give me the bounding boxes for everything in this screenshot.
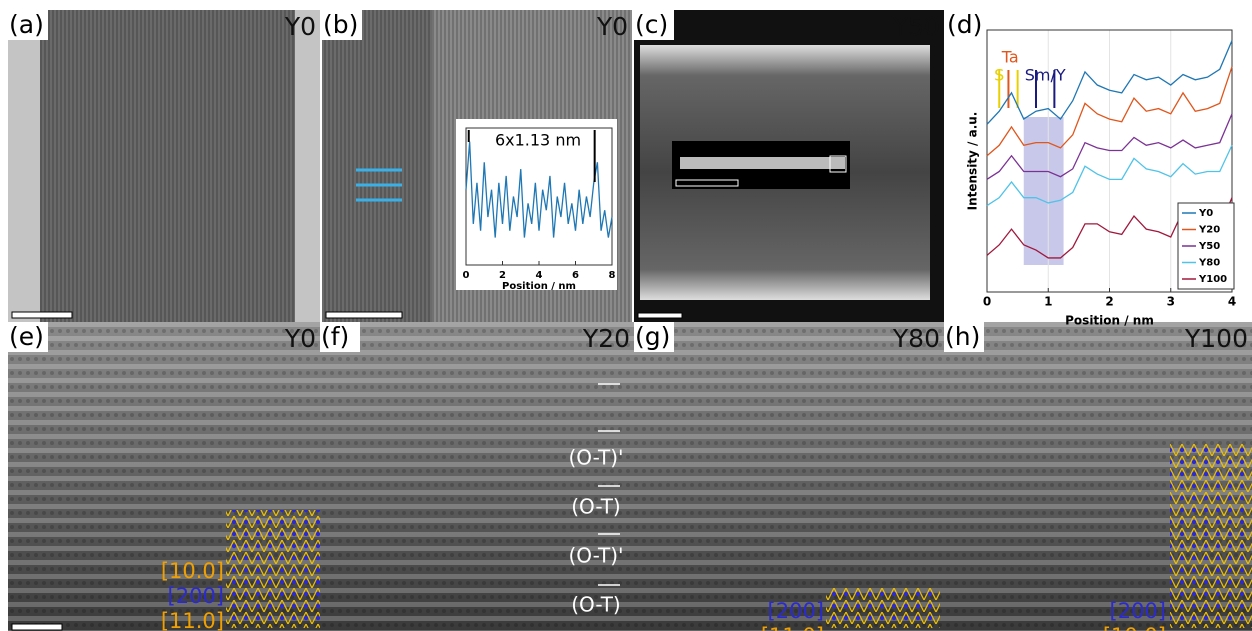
zone-axis: [10.0] [161,559,224,583]
fiber-texture [40,10,295,322]
x-axis-label: Position / nm [502,281,576,292]
sample-label: Y80 [892,324,940,353]
x-tick-label: 4 [536,270,543,281]
label-bg [634,322,674,352]
peak-label: Sm/Y [1025,66,1066,85]
inset-tube [680,157,845,169]
x-tick-label: 2 [1105,295,1113,309]
x-tick-label: 0 [463,270,470,281]
sample-label: Y0 [284,12,316,41]
zone-axis: [10.0] [1103,624,1166,631]
atom-model [1170,444,1252,628]
scale-bar [675,179,739,187]
x-tick-label: 3 [1167,295,1175,309]
peak-label: S [994,66,1004,85]
scale-bar [11,311,73,319]
plot-frame [465,127,613,266]
legend-label: Y50 [1198,241,1220,252]
inset-box [829,155,847,173]
panel-label: (d) [947,10,982,39]
atom-model [826,588,940,628]
label-bg [320,322,360,352]
panel-label: (c) [635,10,668,39]
scale-bar [325,311,403,319]
zone-axis: [200] [1110,599,1166,623]
x-tick-label: 1 [1044,295,1052,309]
label-bg [634,10,674,40]
layer-label: (O-T) [571,593,621,617]
x-tick-label: 4 [1228,295,1236,309]
label-bg [8,322,48,352]
panel-label: (e) [9,322,44,351]
zone-axis: [11.0] [761,624,824,631]
scale-bar [11,623,63,631]
x-tick-label: 8 [609,270,616,281]
scale-bar [637,312,683,319]
line-series [986,40,1233,125]
y-axis-label: Intensity / a.u. [966,112,980,211]
sample-label: Y0 [596,12,628,41]
line-series [986,66,1233,157]
panel-label: (h) [945,322,980,351]
atom-model [226,510,320,628]
label-bg [946,10,986,40]
zone-axis: [200] [168,584,224,608]
panel-label: (f) [321,322,349,351]
x-tick-label: 2 [499,270,506,281]
legend-label: Y20 [1198,225,1220,236]
label-bg [322,10,362,40]
label-bg [8,10,48,40]
legend-label: Y80 [1198,258,1220,269]
sample-label: Y20 [582,324,630,353]
sample-label: Y100 [1184,324,1248,353]
x-axis-label: Position / nm [1065,314,1154,328]
sample-label: Y50 [892,12,940,41]
line-series [986,113,1233,180]
annotation: 6x1.13 nm [495,131,581,150]
sample-label: Y0 [284,324,316,353]
zone-axis: [11.0] [161,609,224,631]
panel-label: (b) [323,10,358,39]
x-tick-label: 6 [572,270,579,281]
legend-label: Y0 [1198,208,1213,219]
x-tick-label: 0 [983,295,991,309]
layer-label: (O-T)' [569,446,624,470]
arrows [356,168,402,202]
layer-label: (O-T) [571,495,621,519]
legend-label: Y100 [1198,274,1227,285]
label-bg [944,322,984,352]
zone-axis: [200] [768,599,824,623]
panel-label: (a) [9,10,44,39]
line-series [465,141,613,238]
line-series [986,145,1233,207]
layer-ticks [598,383,620,586]
panel-label: (g) [635,322,670,351]
lattice-texture [8,322,1252,631]
layer-label: (O-T)' [569,544,624,568]
highlight-span [1023,117,1064,265]
plot-frame [986,29,1233,293]
peak-label: Ta [1001,48,1019,67]
